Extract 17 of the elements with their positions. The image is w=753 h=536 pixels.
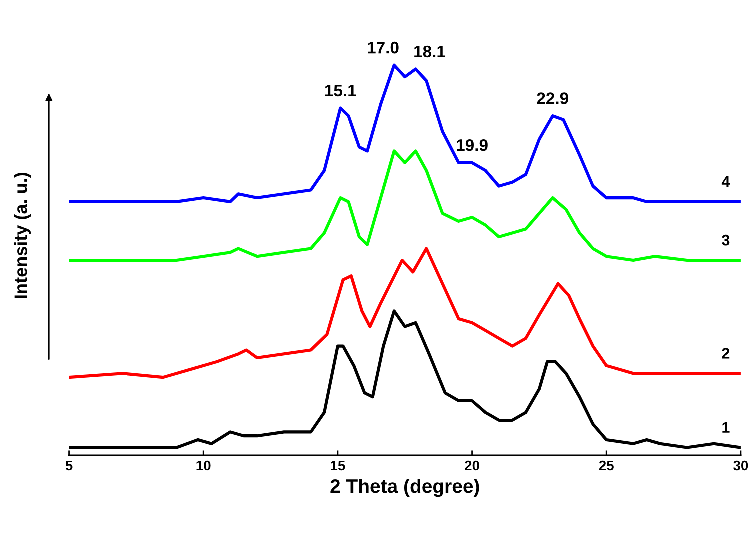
x-tick-label: 10 — [196, 460, 211, 471]
series-label: 1 — [722, 422, 730, 433]
series-label: 2 — [722, 348, 730, 359]
annotation: 19.9 — [457, 139, 488, 152]
annotation: 22.9 — [537, 92, 568, 104]
annotation: 18.1 — [414, 46, 446, 58]
series-label: 3 — [722, 234, 730, 246]
x-tick-label: 25 — [599, 460, 614, 471]
x-tick-label: 5 — [66, 460, 73, 471]
x-axis-title: 2 Theta (degree) — [330, 478, 480, 498]
annotation: 17.0 — [368, 42, 399, 54]
x-tick-label: 30 — [734, 460, 748, 471]
series-label: 4 — [722, 176, 730, 188]
annotation: 15.1 — [325, 85, 356, 97]
x-tick-label: 15 — [331, 460, 346, 471]
x-tick-label: 20 — [465, 460, 480, 471]
y-axis-title: Intensity (a. u.) — [14, 173, 32, 298]
